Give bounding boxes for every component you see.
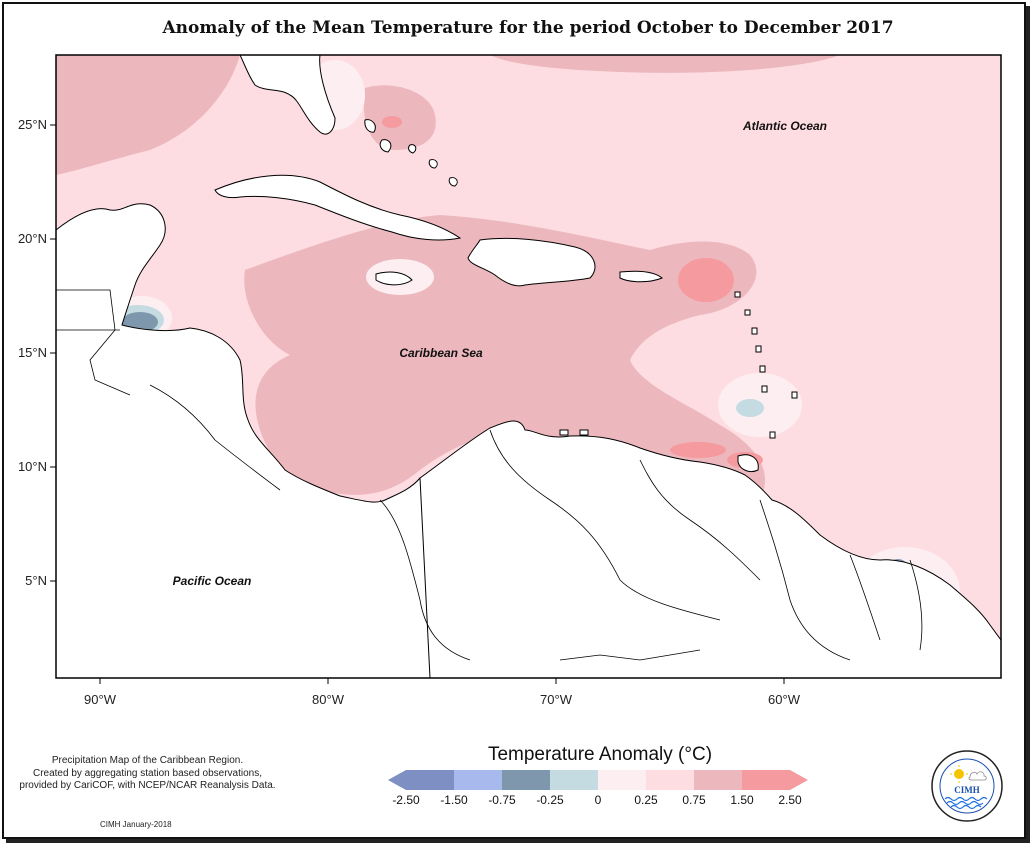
landmass-cuba bbox=[214, 174, 462, 241]
pacific-ocean-label: Pacific Ocean bbox=[173, 574, 252, 588]
caribbean-sea-label: Caribbean Sea bbox=[399, 346, 483, 360]
legend-tick-label: 2.50 bbox=[778, 793, 802, 807]
source-note-line-2: Created by aggregating station based obs… bbox=[32, 767, 263, 779]
landmass-puerto-rico bbox=[619, 270, 663, 283]
source-note: Precipitation Map of the Caribbean Regio… bbox=[10, 755, 285, 793]
lat-tick-25: 25°N bbox=[18, 117, 47, 132]
color-legend: -2.50 -1.50 -0.75 -0.25 0 0.25 0.75 1.50 2.50 bbox=[388, 770, 808, 807]
legend-tick-label: -0.25 bbox=[536, 793, 564, 807]
landmass-hispaniola bbox=[467, 237, 596, 287]
atlantic-ocean-label: Atlantic Ocean bbox=[742, 119, 827, 133]
legend-tick-label: -0.75 bbox=[488, 793, 516, 807]
lat-tick-15: 15°N bbox=[18, 345, 47, 360]
legend-tick-label: 0.25 bbox=[634, 793, 658, 807]
lat-tick-5: 5°N bbox=[25, 573, 47, 588]
legend-tick-label: -2.50 bbox=[392, 793, 420, 807]
cloud-icon bbox=[968, 771, 987, 781]
land-masses bbox=[56, 55, 1001, 678]
landmass-trinidad bbox=[737, 454, 759, 473]
source-note-line-1: Precipitation Map of the Caribbean Regio… bbox=[51, 755, 244, 766]
legend-swatches bbox=[388, 770, 808, 790]
sun-rays-icon bbox=[950, 765, 968, 783]
landmass-central-america bbox=[56, 203, 471, 678]
source-note-line-3: provided by CariCOF, with NCEP/NCAR Rean… bbox=[19, 780, 276, 791]
landmass-florida bbox=[239, 55, 336, 135]
lat-tick-10: 10°N bbox=[18, 459, 47, 474]
legend-ticks: -2.50 -1.50 -0.75 -0.25 0 0.25 0.75 1.50 2.50 bbox=[392, 793, 802, 807]
legend-tick-label: -1.50 bbox=[440, 793, 468, 807]
credit-text: CIMH January-2018 bbox=[100, 820, 172, 829]
legend-tick-label: 0 bbox=[595, 793, 602, 807]
logo-acronym: CIMH bbox=[954, 785, 980, 795]
cimh-logo: CIMH bbox=[931, 750, 1003, 822]
map-border bbox=[55, 54, 1002, 679]
legend-swatch bbox=[502, 770, 550, 790]
map-title: Anomaly of the Mean Temperature for the … bbox=[162, 18, 894, 38]
lat-tick-20: 20°N bbox=[18, 231, 47, 246]
anomaly-zone-1p50-2p50 bbox=[382, 116, 763, 468]
lon-axis: 90°W 80°W 70°W 60°W bbox=[84, 678, 801, 707]
legend-swatch bbox=[550, 770, 598, 790]
landmass-south-america bbox=[419, 420, 1001, 678]
legend-swatch bbox=[742, 770, 808, 790]
legend-swatch bbox=[646, 770, 694, 790]
legend-swatch bbox=[388, 770, 454, 790]
lon-tick-90: 90°W bbox=[84, 692, 117, 707]
sun-icon bbox=[954, 769, 964, 779]
landmass-jamaica bbox=[375, 271, 413, 286]
lon-tick-80: 80°W bbox=[312, 692, 345, 707]
legend-swatch bbox=[454, 770, 502, 790]
lon-tick-70: 70°W bbox=[540, 692, 573, 707]
legend-tick-label: 1.50 bbox=[730, 793, 754, 807]
legend-swatch bbox=[694, 770, 742, 790]
legend-swatch bbox=[598, 770, 646, 790]
country-borders bbox=[56, 289, 923, 661]
lon-tick-60: 60°W bbox=[768, 692, 801, 707]
legend-tick-label: 0.75 bbox=[682, 793, 706, 807]
lat-axis: 25°N 20°N 15°N 10°N 5°N bbox=[18, 117, 56, 588]
waves-icon bbox=[944, 796, 988, 810]
legend-title: Temperature Anomaly (°C) bbox=[487, 744, 713, 765]
